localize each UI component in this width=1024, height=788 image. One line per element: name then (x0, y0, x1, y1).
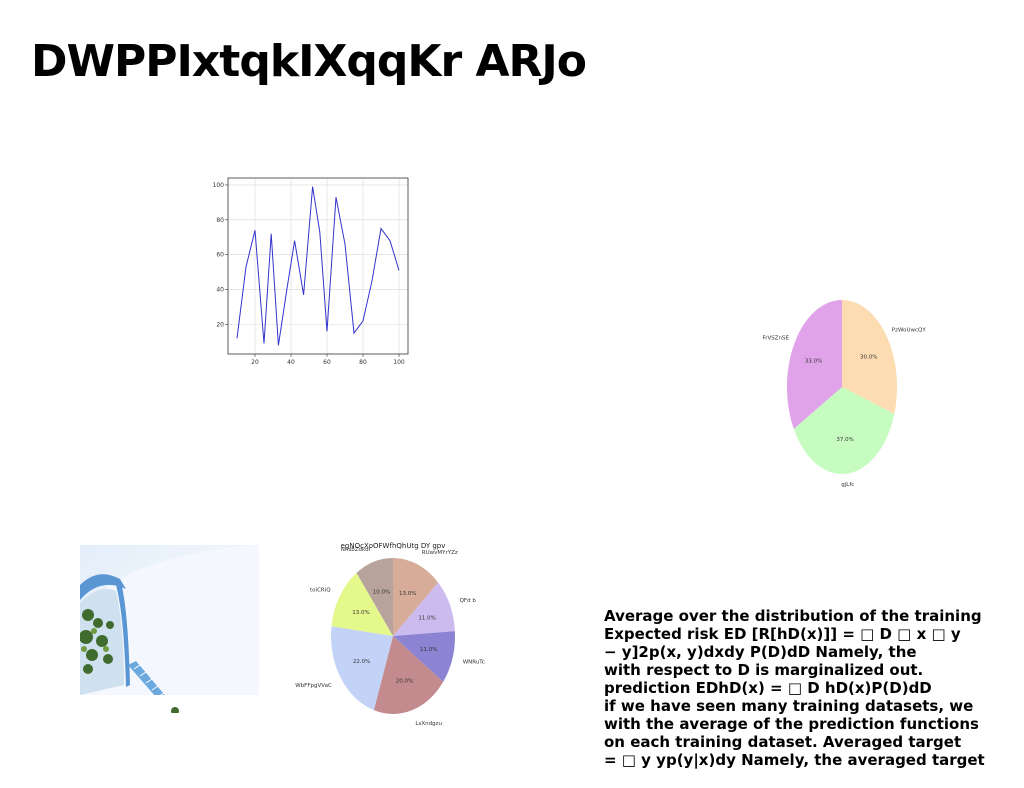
pie-chart-2-title: egNOcXoOFWfhQhUtg DY gpv (341, 542, 446, 550)
x-tick-label: 20 (251, 359, 259, 366)
pie-chart-2: egNOcXoOFWfhQhUtg DY gpv RUwvMYrYZz 13.0%… (295, 542, 485, 727)
body-text-line: = □ y yp(y|x)dy Namely, the averaged tar… (604, 751, 985, 769)
body-text-line: on each training dataset. Averaged targe… (604, 733, 962, 751)
pie-slice-percent: 13.0% (399, 591, 416, 597)
pie-slice-label: FrVSZnSE (763, 335, 790, 341)
pie-slice-label: WNRuTc (463, 660, 485, 666)
pie-slice (786, 300, 842, 429)
pie-slice-percent: 11.0% (420, 647, 437, 653)
y-tick-label: 80 (216, 217, 224, 224)
pie-chart-2-slices (331, 558, 456, 714)
pie-slice (393, 582, 455, 636)
greenhouse-photo (80, 545, 259, 713)
pie-slice-label: PzWoUwcQY (892, 328, 927, 334)
pie-slice-percent: 22.0% (353, 659, 370, 665)
pie-slice (393, 631, 456, 682)
pie-chart-1-slices (786, 300, 898, 475)
body-text-line: Expected risk ED [R[hD(x)]] = □ D □ x □ … (604, 625, 961, 643)
x-tick-label: 80 (359, 359, 367, 366)
x-tick-label: 100 (393, 359, 405, 366)
x-tick-label: 40 (287, 359, 295, 366)
pie-slice-percent: 33.0% (805, 358, 822, 364)
pie-chart-1-labels: PzWoUwcQY 30.0% gjLfc 37.0% FrVSZnSE 33.0% (763, 328, 927, 488)
pie-slice-label: RUwvMYrYZz (422, 550, 458, 556)
body-text-line: with respect to D is marginalized out. (604, 661, 924, 679)
pie-slice-label: NhsbZdkdf (341, 547, 372, 553)
pie-slice-label: QFd b (460, 598, 477, 604)
pie-slice (331, 626, 393, 711)
pie-slice-percent: 30.0% (860, 354, 877, 360)
pie-chart-2-labels: RUwvMYrYZz 13.0% QFd b 11.0% WNRuTc 11.0% LsXn… (295, 547, 485, 727)
pie-slice (331, 572, 393, 636)
line-series (236, 186, 400, 346)
body-text: Average over the distribution of the tra… (604, 607, 1019, 769)
body-text-line: with the average of the prediction funct… (604, 715, 979, 733)
body-text-line: if we have seen many training datasets, … (604, 697, 974, 715)
pie-slice-label: WbFFpgVVaC (295, 683, 332, 689)
y-tick-label: 40 (216, 287, 224, 294)
pie-slice-label: gjLfc (841, 482, 854, 488)
pie-slice-percent: 11.0% (418, 615, 435, 621)
body-text-line: − y]2p(x, y)dxdy P(D)dD Namely, the (604, 643, 917, 661)
line-chart: 20 40 60 80 100 20 40 60 80 100 (213, 177, 409, 366)
pie-slice (793, 387, 895, 475)
pie-slice (373, 636, 444, 714)
pie-slice-percent: 20.0% (396, 679, 413, 685)
pie-chart-1: PzWoUwcQY 30.0% gjLfc 37.0% FrVSZnSE 33.0% (763, 300, 927, 488)
y-tick-label: 20 (216, 321, 224, 328)
pie-slice-label: LsXndgzu (415, 721, 442, 727)
line-chart-frame (227, 177, 409, 355)
pie-slice-percent: 37.0% (836, 437, 853, 443)
pie-slice-percent: 10.0% (373, 590, 390, 596)
y-tick-label: 60 (216, 252, 224, 259)
pie-slice-label: toiCRiQ (310, 588, 331, 594)
body-text-line: prediction EDhD(x) = □ D hD(x)P(D)dD (604, 679, 932, 697)
x-tick-label: 60 (323, 359, 331, 366)
body-text-line: Average over the distribution of the tra… (604, 607, 982, 625)
line-chart-grid (228, 178, 408, 354)
y-tick-label: 100 (213, 182, 225, 189)
pie-slice (842, 300, 898, 414)
page-title: DWPPIxtqkIXqqKr ARJo (31, 36, 587, 87)
pie-slice (356, 558, 393, 636)
pie-slice (393, 558, 439, 636)
pie-slice-percent: 13.0% (352, 610, 369, 616)
line-chart-ticks: 20 40 60 80 100 20 40 60 80 100 (213, 182, 405, 366)
